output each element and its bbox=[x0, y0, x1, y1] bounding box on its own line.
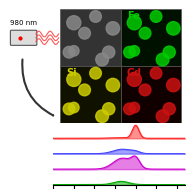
Circle shape bbox=[69, 102, 79, 113]
FancyBboxPatch shape bbox=[10, 30, 37, 45]
Circle shape bbox=[124, 46, 135, 58]
Circle shape bbox=[106, 22, 120, 35]
Circle shape bbox=[127, 16, 141, 30]
Text: Gd: Gd bbox=[127, 68, 142, 78]
Circle shape bbox=[96, 110, 108, 123]
Circle shape bbox=[124, 103, 135, 115]
Circle shape bbox=[156, 110, 169, 123]
Circle shape bbox=[139, 27, 151, 39]
Circle shape bbox=[163, 46, 175, 58]
Circle shape bbox=[156, 53, 169, 66]
Circle shape bbox=[90, 67, 101, 79]
FancyBboxPatch shape bbox=[60, 66, 121, 123]
FancyBboxPatch shape bbox=[60, 9, 121, 66]
Circle shape bbox=[79, 84, 90, 96]
Text: Fe: Fe bbox=[127, 11, 139, 21]
Text: Si: Si bbox=[66, 68, 77, 78]
Circle shape bbox=[139, 84, 151, 96]
Circle shape bbox=[106, 78, 120, 92]
Circle shape bbox=[150, 67, 162, 79]
Circle shape bbox=[63, 103, 75, 115]
Circle shape bbox=[67, 72, 81, 86]
Circle shape bbox=[129, 102, 139, 113]
FancyArrowPatch shape bbox=[22, 60, 53, 115]
Circle shape bbox=[150, 11, 162, 22]
Circle shape bbox=[67, 16, 81, 30]
FancyBboxPatch shape bbox=[121, 66, 181, 123]
Text: 980 nm: 980 nm bbox=[10, 19, 37, 26]
Circle shape bbox=[96, 53, 108, 66]
Circle shape bbox=[103, 46, 115, 58]
Circle shape bbox=[127, 72, 141, 86]
Circle shape bbox=[90, 11, 101, 22]
Circle shape bbox=[79, 27, 90, 39]
Circle shape bbox=[69, 46, 79, 56]
Circle shape bbox=[63, 46, 75, 58]
Circle shape bbox=[167, 22, 180, 35]
Circle shape bbox=[129, 46, 139, 56]
Circle shape bbox=[167, 78, 180, 92]
FancyBboxPatch shape bbox=[121, 9, 181, 66]
Circle shape bbox=[103, 103, 115, 115]
Circle shape bbox=[163, 103, 175, 115]
